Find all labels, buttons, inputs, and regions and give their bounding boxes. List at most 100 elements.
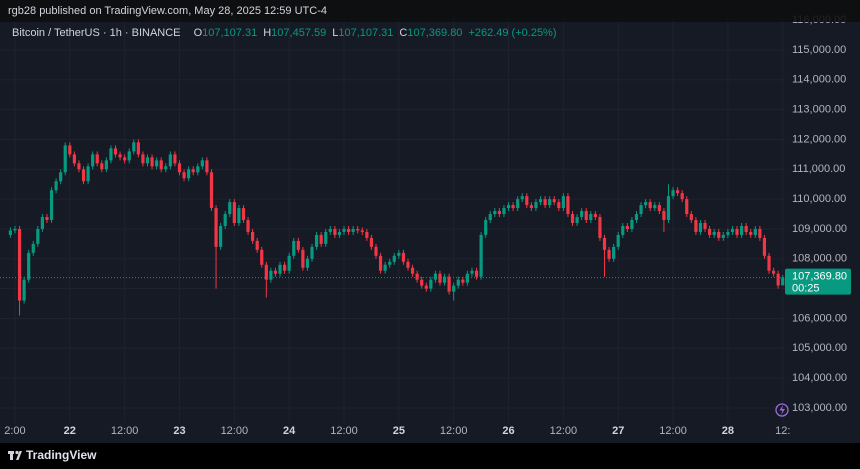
candle-body <box>689 214 693 221</box>
candle-body <box>223 214 227 226</box>
candle-body <box>552 199 556 203</box>
x-tick-label: 12:00 <box>440 425 468 437</box>
candle-body <box>351 228 355 232</box>
candle-body <box>525 196 529 206</box>
candle-body <box>488 214 492 221</box>
candle-body <box>730 228 735 232</box>
candle-body <box>470 270 474 274</box>
candle-body <box>81 169 86 182</box>
candle-body <box>356 228 360 231</box>
candle-body <box>703 223 707 229</box>
candle-body <box>255 240 259 250</box>
candle-body <box>767 255 771 271</box>
legend-key: C <box>399 27 407 39</box>
legend-change: +262.49 (+0.25%) <box>468 27 556 39</box>
y-tick-label: 103,000.00 <box>792 402 847 414</box>
candle-body <box>123 157 127 161</box>
candle-body <box>424 285 428 289</box>
candle-body <box>698 223 703 232</box>
candle-body <box>570 214 575 223</box>
candle-body <box>127 151 131 161</box>
candle-body <box>205 160 209 173</box>
candle-body <box>324 231 328 244</box>
candle-body <box>164 166 168 170</box>
candle-body <box>520 196 524 200</box>
candle-body <box>685 199 689 215</box>
x-tick-label: 2:00 <box>4 425 25 437</box>
candle-body <box>634 214 639 221</box>
candle-body <box>337 231 342 235</box>
candle-body <box>415 273 419 280</box>
candle-body <box>717 231 721 238</box>
candle-body <box>429 279 433 289</box>
x-tick-label: 26 <box>502 425 514 437</box>
candle-body <box>36 228 40 244</box>
candle-body <box>314 234 319 247</box>
x-tick-label: 12:00 <box>550 425 578 437</box>
y-tick-label: 106,000.00 <box>792 312 847 324</box>
candle-body <box>538 199 543 203</box>
candle-body <box>296 240 300 250</box>
candle-body <box>708 228 712 235</box>
candle-body <box>406 261 410 268</box>
legend-key: H <box>263 27 271 39</box>
candle-body <box>246 220 250 232</box>
candle-body <box>219 225 223 247</box>
candle-body <box>8 230 12 235</box>
candle-body <box>726 231 730 235</box>
x-tick-label: 23 <box>173 425 185 437</box>
y-tick-label: 105,000.00 <box>792 342 847 354</box>
candle-body <box>452 285 456 292</box>
candle-body <box>360 230 364 232</box>
candle-body <box>575 217 579 223</box>
x-tick-label: 12: <box>775 425 790 437</box>
candle-body <box>602 237 607 250</box>
candle-body <box>502 208 506 215</box>
candle-body <box>168 154 172 167</box>
candle-body <box>86 166 90 182</box>
candle-body <box>369 237 374 247</box>
candle-body <box>17 228 22 301</box>
x-tick-label: 12:00 <box>221 425 249 437</box>
candle-body <box>287 255 291 271</box>
candle-body <box>100 163 104 170</box>
price-tag <box>785 268 851 295</box>
candle-body <box>95 154 99 164</box>
candle-body <box>63 145 67 173</box>
candle-body <box>653 205 657 209</box>
candle-body <box>31 243 35 253</box>
x-tick-label: 22 <box>64 425 76 437</box>
candle-body <box>644 202 648 206</box>
candle-body <box>191 169 195 173</box>
candle-body <box>516 199 520 209</box>
candle-body <box>209 172 214 209</box>
candle-body <box>648 202 652 209</box>
candle-body <box>374 246 378 256</box>
candle-body <box>589 214 593 221</box>
y-tick-label: 114,000.00 <box>792 74 846 86</box>
candle-body <box>543 199 547 206</box>
candle-body <box>410 267 415 274</box>
candle-body <box>187 169 191 179</box>
x-tick-label: 12:00 <box>659 425 687 437</box>
candles <box>0 139 785 316</box>
symbol-legend: Bitcoin / TetherUS · 1h · BINANCE O107,1… <box>12 27 557 39</box>
candle-body <box>109 148 113 161</box>
candle-body <box>346 228 351 232</box>
candle-body <box>465 273 469 283</box>
candle-body <box>173 154 177 164</box>
candle-body <box>27 252 31 280</box>
candle-body <box>712 231 716 235</box>
x-tick-label: 28 <box>722 425 734 437</box>
candle-body <box>310 246 314 259</box>
candle-body <box>762 237 767 256</box>
legend-value: 107,107.31 <box>338 27 393 39</box>
tradingview-logo <box>8 450 22 460</box>
candle-body <box>132 142 136 152</box>
top-bar <box>0 0 860 22</box>
candle-body <box>49 190 54 221</box>
candle-body <box>607 249 611 259</box>
candle-body <box>141 154 145 164</box>
candle-body <box>616 234 620 247</box>
alert-bolt <box>779 405 785 415</box>
